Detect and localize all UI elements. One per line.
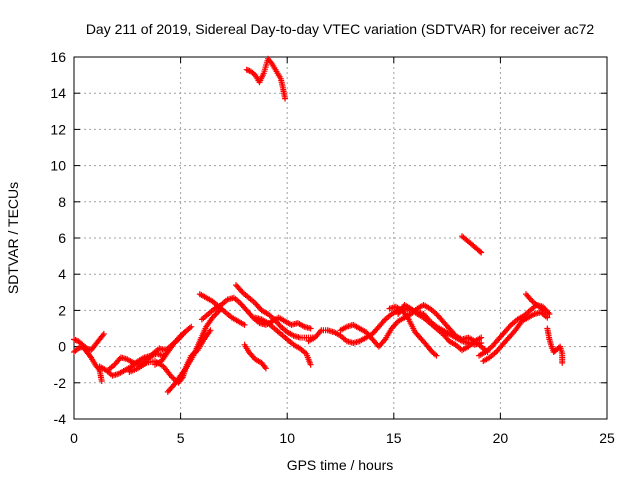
data-points	[71, 55, 566, 395]
series-arc-8	[196, 291, 248, 328]
series-arc-19	[523, 291, 549, 314]
y-tick-label: 6	[58, 230, 66, 246]
data-point-marker	[559, 359, 566, 366]
grid-lines	[74, 57, 607, 419]
data-point-marker	[478, 334, 485, 341]
series-arc-18	[480, 309, 551, 365]
data-point-marker	[282, 95, 289, 102]
y-tick-label: 4	[58, 266, 66, 282]
series-arc-6	[164, 305, 225, 395]
y-tick-label: 16	[50, 49, 66, 65]
y-axis-label: SDTVAR / TECUs	[5, 182, 21, 294]
data-point-marker	[268, 59, 275, 66]
series-arc-16	[395, 302, 485, 354]
x-tick-label: 20	[493, 430, 509, 446]
data-point-marker	[188, 323, 195, 330]
x-tick-label: 10	[279, 430, 295, 446]
series-arc-20	[544, 325, 566, 366]
series-arc-11	[252, 314, 314, 368]
data-point-marker	[478, 249, 485, 256]
data-point-marker	[544, 314, 551, 321]
data-point-marker	[433, 352, 440, 359]
data-point-marker	[241, 321, 248, 328]
data-point-marker	[307, 325, 314, 332]
data-point-marker	[307, 361, 314, 368]
x-tick-label: 0	[70, 430, 78, 446]
series-arc-22	[459, 233, 485, 256]
series-arc-10	[233, 282, 316, 341]
axis-ticks: 0 5 10 15 20 25 -4 -2 0 2 4 6 8 10 12 14 16	[50, 49, 615, 446]
y-tick-label: 0	[58, 339, 66, 355]
x-tick-label: 15	[386, 430, 402, 446]
data-point-marker	[542, 307, 549, 314]
data-point-marker	[546, 311, 553, 318]
series-arc-7	[152, 323, 195, 368]
data-point-marker	[99, 332, 106, 339]
series-arc-2	[71, 343, 105, 384]
x-tick-label: 25	[599, 430, 615, 446]
data-point-marker	[262, 365, 269, 372]
data-point-marker	[477, 248, 484, 255]
data-point-marker	[100, 330, 107, 337]
y-tick-label: -4	[54, 411, 67, 427]
data-point-marker	[261, 364, 268, 370]
y-tick-label: -2	[54, 375, 67, 391]
series-arc-12	[241, 341, 269, 372]
y-tick-label: 2	[58, 302, 66, 318]
x-tick-label: 5	[177, 430, 185, 446]
chart-title: Day 211 of 2019, Sidereal Day-to-day VTE…	[86, 21, 595, 37]
y-tick-label: 12	[50, 121, 66, 137]
data-point-marker	[98, 377, 105, 384]
series-arc-21	[243, 55, 289, 102]
y-tick-label: 10	[50, 158, 66, 174]
y-tick-label: 14	[50, 85, 66, 101]
data-point-marker	[207, 327, 214, 334]
x-axis-label: GPS time / hours	[287, 457, 394, 473]
y-tick-label: 8	[58, 194, 66, 210]
